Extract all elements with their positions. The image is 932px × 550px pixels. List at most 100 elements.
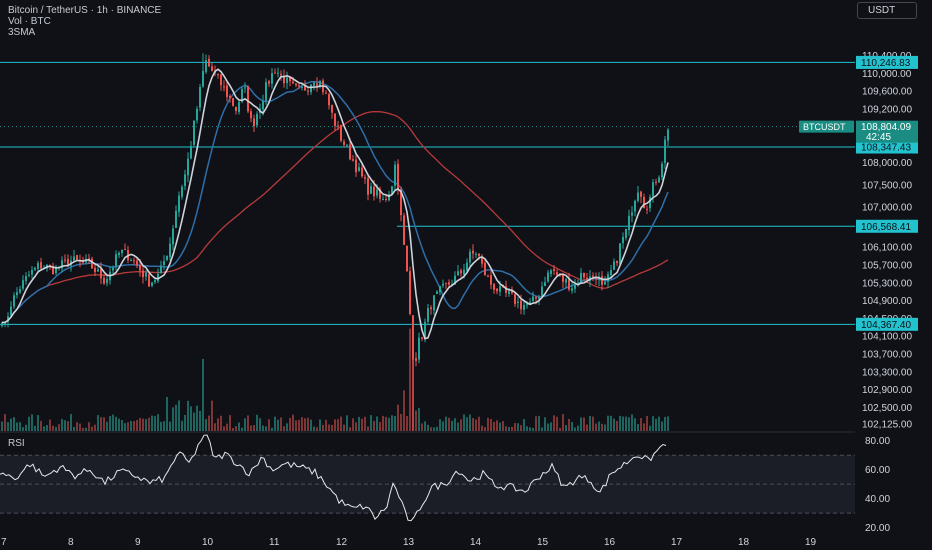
volume-bar — [64, 420, 66, 431]
candle-body — [124, 249, 126, 251]
candle-body — [418, 337, 420, 360]
volume-bar — [484, 427, 486, 431]
volume-bar — [145, 419, 147, 431]
volume-bar — [487, 417, 489, 431]
volume-bar — [223, 426, 225, 431]
volume-bar — [529, 427, 531, 431]
volume-bar — [382, 415, 384, 431]
candle-body — [232, 98, 234, 106]
candle-body — [364, 177, 366, 179]
volume-bar — [334, 419, 336, 431]
volume-bar — [163, 421, 165, 431]
candle-body — [142, 270, 144, 277]
symbol-legend[interactable]: Bitcoin / TetherUS · 1h · BINANCE — [8, 5, 162, 16]
candle-body — [223, 86, 225, 88]
volume-bar — [19, 422, 21, 431]
candle-body — [280, 74, 282, 76]
candle-body — [472, 250, 474, 254]
candle-body — [463, 269, 465, 275]
candle-body — [514, 294, 516, 305]
volume-bar — [493, 421, 495, 431]
candle-body — [652, 182, 654, 197]
volume-bar — [286, 423, 288, 431]
candle-body — [520, 300, 522, 310]
volume-bar — [190, 406, 192, 431]
candle-body — [175, 210, 177, 228]
candle-body — [538, 297, 540, 300]
volume-legend[interactable]: Vol · BTC — [8, 16, 51, 27]
candle-body — [508, 291, 510, 294]
rsi-tick-label: 20.00 — [865, 523, 890, 534]
volume-bar — [115, 416, 117, 431]
volume-bar — [58, 424, 60, 431]
volume-bar — [121, 419, 123, 431]
candle-body — [406, 245, 408, 272]
volume-bar — [535, 416, 537, 431]
price-tick-label: 107,500.00 — [862, 180, 912, 191]
volume-bar — [289, 417, 291, 431]
volume-bar — [301, 417, 303, 431]
volume-bar — [181, 420, 183, 431]
volume-bar — [397, 404, 399, 431]
candle-body — [310, 84, 312, 93]
candle-body — [166, 255, 168, 261]
volume-bar — [373, 420, 375, 431]
volume-bar — [217, 418, 219, 431]
candle-body — [403, 215, 405, 245]
volume-bar — [403, 390, 405, 431]
sma-slow-line — [2, 110, 669, 324]
candle-body — [616, 260, 618, 264]
volume-bar — [571, 422, 573, 431]
candle-body — [571, 288, 573, 291]
volume-bar — [187, 400, 189, 431]
volume-bar — [271, 427, 273, 431]
x-tick-label: 11 — [269, 537, 280, 548]
candle-body — [523, 305, 525, 310]
candle-body — [388, 194, 390, 201]
volume-bar — [562, 414, 564, 431]
candle-body — [532, 296, 534, 301]
candle-body — [253, 118, 255, 127]
candle-body — [295, 83, 297, 86]
volume-bar — [211, 400, 213, 431]
volume-bar — [337, 419, 339, 431]
currency-button[interactable]: USDT — [857, 2, 917, 19]
candle-body — [34, 267, 36, 270]
candle-body — [337, 125, 339, 127]
candle-body — [226, 85, 228, 97]
volume-bar — [415, 410, 417, 431]
candle-body — [334, 113, 336, 127]
candle-body — [610, 269, 612, 276]
volume-bar — [544, 417, 546, 431]
candle-body — [517, 301, 519, 303]
x-tick-label: 14 — [470, 537, 482, 548]
volume-bar — [439, 419, 441, 431]
candle-body — [202, 70, 204, 87]
volume-bar — [127, 422, 129, 431]
volume-bar — [109, 416, 111, 431]
candle-body — [400, 189, 402, 216]
indicator-legend[interactable]: 3SMA — [8, 27, 36, 38]
candle-body — [427, 308, 429, 322]
volume-bar — [418, 408, 420, 431]
candle-body — [493, 283, 495, 290]
volume-bar — [574, 427, 576, 431]
volume-bar — [433, 427, 435, 431]
candle-body — [25, 276, 27, 281]
candle-body — [325, 92, 327, 94]
candle-body — [199, 87, 201, 108]
volume-bar — [298, 419, 300, 431]
volume-bar — [475, 419, 477, 431]
volume-bar — [166, 397, 168, 431]
level-label-box — [856, 140, 918, 154]
volume-bar — [175, 404, 177, 431]
volume-bar — [25, 424, 27, 431]
candle-body — [220, 74, 222, 86]
candle-body — [292, 81, 294, 84]
candle-body — [607, 274, 609, 282]
volume-bar — [307, 417, 309, 431]
volume-bar — [664, 416, 666, 431]
volume-bar — [76, 422, 78, 431]
volume-bar — [637, 424, 639, 431]
